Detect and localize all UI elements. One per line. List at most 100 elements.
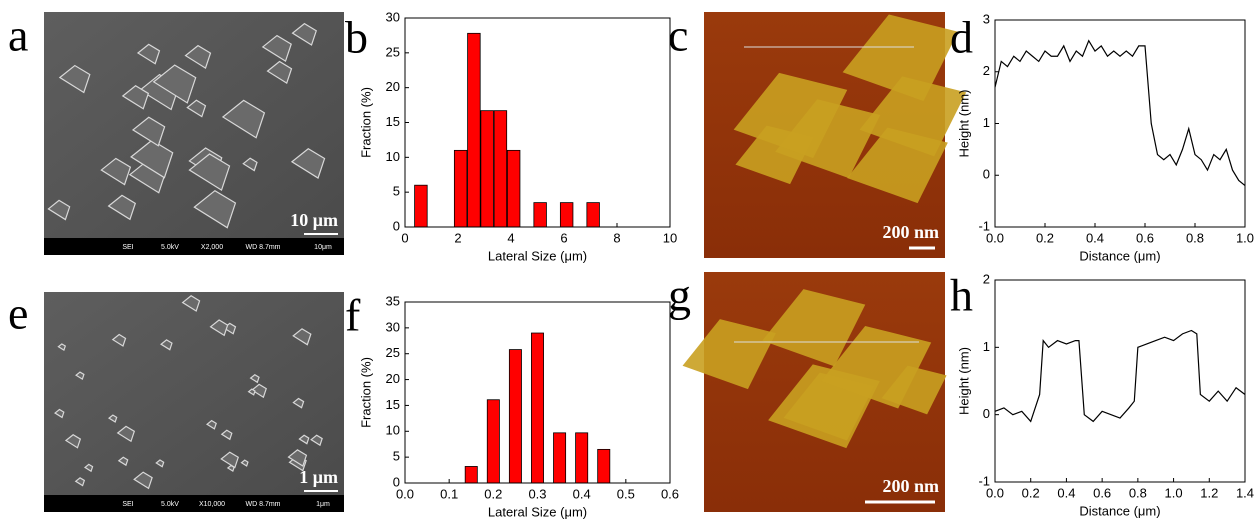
flake <box>186 99 207 118</box>
footer-text: X2,000 <box>201 244 223 251</box>
bar <box>453 149 468 228</box>
x-axis-label: Lateral Size (μm) <box>488 504 587 519</box>
x-tick-label: 1.0 <box>1165 485 1183 500</box>
y-tick-label: 5 <box>393 184 400 199</box>
flake <box>133 471 153 490</box>
bar <box>506 149 521 228</box>
x-axis-label: Distance (μm) <box>1079 503 1160 518</box>
flake <box>221 99 266 139</box>
image-footer <box>44 495 344 512</box>
x-tick-label: 0.8 <box>1129 485 1147 500</box>
x-tick-label: 0.6 <box>1136 230 1154 245</box>
flake <box>64 434 82 449</box>
plot-frame <box>404 17 671 228</box>
panel-letter: c <box>668 10 688 61</box>
scale-bar-label: 200 nm <box>882 476 939 496</box>
afm-flake <box>859 76 967 157</box>
x-tick-label: 10 <box>663 230 677 245</box>
bar <box>575 432 589 484</box>
x-tick-label: 1.2 <box>1200 485 1218 500</box>
y-tick-label: 1 <box>983 339 990 354</box>
x-tick-label: 2 <box>454 230 461 245</box>
scale-bar-label: 200 nm <box>882 222 939 242</box>
x-tick-label: 0 <box>401 230 408 245</box>
plot-frame <box>994 19 1246 228</box>
x-tick-label: 0.2 <box>484 486 502 501</box>
y-tick-label: -1 <box>978 218 990 233</box>
x-tick-label: 0.4 <box>1057 485 1075 500</box>
afm-flake <box>762 289 866 367</box>
x-tick-label: 0.0 <box>396 486 414 501</box>
flake <box>160 339 173 351</box>
x-tick-label: 6 <box>560 230 567 245</box>
x-tick-label: 0.4 <box>573 486 591 501</box>
x-tick-label: 4 <box>507 230 514 245</box>
y-tick-label: 0 <box>983 406 990 421</box>
flake <box>74 477 86 487</box>
flake <box>287 449 308 467</box>
panel-letter: g <box>668 270 691 321</box>
y-tick-label: 2 <box>983 63 990 78</box>
flake <box>117 456 129 467</box>
flake <box>57 343 67 352</box>
footer-text: 5.0kV <box>161 244 179 251</box>
flake <box>130 139 174 179</box>
flake <box>247 388 256 396</box>
y-tick-label: 35 <box>386 293 400 308</box>
panel-letter: f <box>345 290 361 341</box>
bar <box>553 432 567 484</box>
y-tick-label: 30 <box>386 319 400 334</box>
flake <box>250 383 267 399</box>
flake <box>193 189 237 229</box>
flake <box>184 44 212 70</box>
x-tick-label: 0.1 <box>440 486 458 501</box>
flake <box>261 34 292 63</box>
afm-flake <box>682 319 776 390</box>
x-tick-label: 1.4 <box>1236 485 1254 500</box>
footer-text: 1μm <box>316 501 330 508</box>
y-tick-label: 15 <box>386 397 400 412</box>
bar <box>493 110 508 228</box>
footer-text: 10μm <box>314 244 332 251</box>
y-tick-label: 1 <box>983 115 990 130</box>
image-footer <box>44 238 344 255</box>
footer-text: SEI <box>122 244 133 251</box>
x-tick-label: 0.8 <box>1186 230 1204 245</box>
x-tick-label: 0.0 <box>986 230 1004 245</box>
footer-text: SEI <box>122 501 133 508</box>
x-tick-label: 0.6 <box>661 486 679 501</box>
y-axis-label: Height (nm) <box>956 90 971 158</box>
bar <box>586 202 600 228</box>
bar <box>486 399 500 484</box>
y-tick-label: 15 <box>386 114 400 129</box>
y-tick-label: 3 <box>983 11 990 26</box>
afm-flake <box>733 72 848 159</box>
bar <box>414 184 428 228</box>
x-tick-label: 8 <box>613 230 620 245</box>
flake <box>220 429 233 441</box>
footer-text: WD 8.7mm <box>246 501 281 508</box>
x-tick-label: 0.2 <box>1036 230 1054 245</box>
y-tick-label: 30 <box>386 9 400 24</box>
y-tick-label: 2 <box>983 271 990 286</box>
x-tick-label: 0.6 <box>1093 485 1111 500</box>
footer-text: 5.0kV <box>161 501 179 508</box>
bar <box>531 332 544 484</box>
scale-bar-label: 10 μm <box>290 210 338 230</box>
x-tick-label: 0.4 <box>1086 230 1104 245</box>
flake <box>107 194 137 221</box>
flake <box>266 60 293 85</box>
plot-frame <box>994 279 1246 483</box>
y-tick-label: 25 <box>386 44 400 59</box>
afm-flake <box>821 325 932 409</box>
profile-line <box>994 329 1246 423</box>
flake <box>249 374 260 384</box>
flake <box>58 64 91 94</box>
flake <box>205 419 217 430</box>
panel-letter: d <box>950 12 973 63</box>
bar <box>559 202 574 228</box>
y-tick-label: 25 <box>386 345 400 360</box>
flake <box>209 319 229 337</box>
y-tick-label: 10 <box>386 423 400 438</box>
y-axis-label: Fraction (%) <box>358 357 373 428</box>
